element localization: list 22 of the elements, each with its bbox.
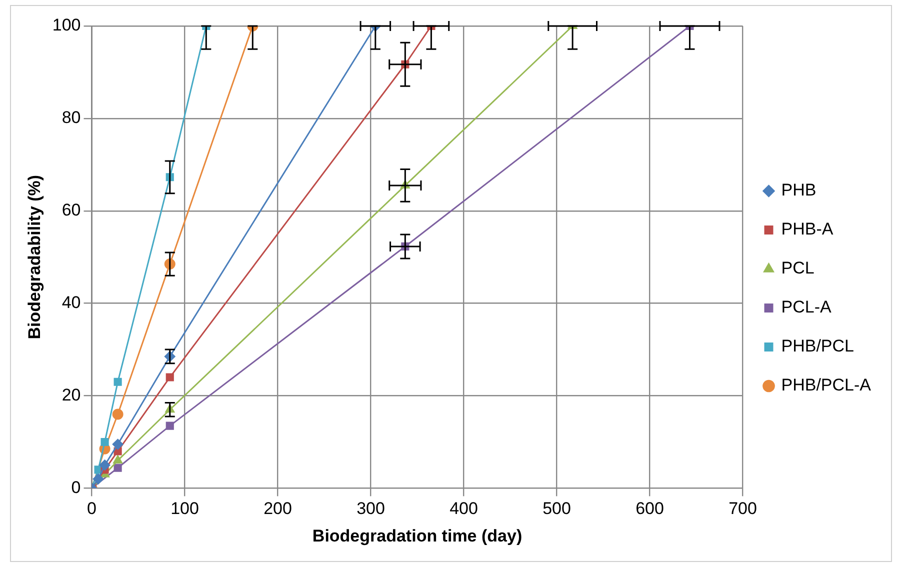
- y-tick-label: 60: [62, 200, 81, 220]
- legend-label: PHB-A: [781, 220, 834, 239]
- x-tick-label: 100: [170, 499, 199, 518]
- legend-label: PCL-A: [781, 298, 832, 317]
- x-tick-label: 0: [87, 499, 96, 518]
- y-tick-label: 40: [62, 293, 81, 312]
- x-tick-label: 700: [728, 499, 757, 518]
- legend-label: PHB/PCL: [781, 336, 854, 356]
- legend-label: PHB/PCL-A: [781, 376, 872, 395]
- y-tick-label: 100: [52, 16, 81, 35]
- legend-label: PHB: [781, 180, 816, 200]
- x-tick-label: 200: [264, 499, 292, 518]
- y-tick-label: 20: [62, 385, 81, 404]
- x-tick-label: 400: [450, 499, 478, 518]
- x-tick-label: 500: [542, 499, 571, 518]
- y-axis-title: Biodegradability (%): [24, 174, 44, 340]
- x-axis-title: Biodegradation time (day): [312, 526, 522, 546]
- y-tick-label: 80: [62, 108, 81, 128]
- legend-label: PCL: [781, 258, 814, 278]
- y-tick-label: 0: [71, 478, 81, 497]
- x-tick-label: 600: [636, 499, 664, 518]
- x-tick-label: 300: [356, 499, 385, 518]
